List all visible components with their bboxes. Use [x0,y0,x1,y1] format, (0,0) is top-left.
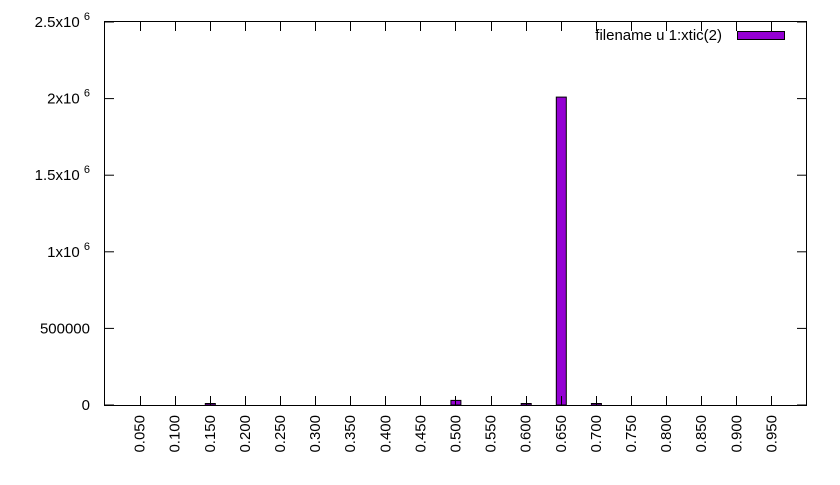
x-tick-label: 0.650 [553,415,570,453]
x-tick-label: 0.350 [342,415,359,453]
x-tick-label: 0.850 [693,415,710,453]
x-tick-label: 0.700 [588,415,605,453]
x-tick-label: 0.500 [447,415,464,453]
y-tick-label: 1x10 6 [47,241,90,261]
x-tick-label: 0.550 [483,415,500,453]
x-tick-label: 0.600 [518,415,535,453]
x-tick-label: 0.450 [412,415,429,453]
x-tick-label: 0.300 [307,415,324,453]
x-tick-label: 0.950 [763,415,780,453]
y-tick-label: 2x10 6 [47,88,90,108]
legend-series-swatch [737,31,785,40]
x-tick-label: 0.800 [658,415,675,453]
x-tick-label: 0.100 [167,415,184,453]
y-tick-label: 0 [82,397,90,414]
bar [555,96,567,406]
x-tick-label: 0.400 [377,415,394,453]
x-tick-label: 0.750 [623,415,640,453]
plot-frame [104,21,807,406]
legend-series-label: filename u 1:xtic(2) [595,27,722,44]
y-axis: 0 500000 1x10 6 1.5x10 6 2x10 6 2.5x10 6 [35,11,806,414]
x-tick-label: 0.050 [132,415,149,453]
y-tick-label: 2.5x10 6 [35,11,90,31]
x-tick-label: 0.200 [237,415,254,453]
x-tick-label: 0.150 [202,415,219,453]
x-tick-label: 0.250 [272,415,289,453]
bars-layer [204,96,602,406]
x-axis: 0.050 0.100 0.150 0.200 0.250 0.300 0.350 0.400… [132,22,780,453]
y-tick-label: 1.5x10 6 [35,164,90,184]
x-tick-label: 0.900 [728,415,745,453]
legend: filename u 1:xtic(2) [595,27,785,44]
y-tick-label: 500000 [40,320,90,337]
